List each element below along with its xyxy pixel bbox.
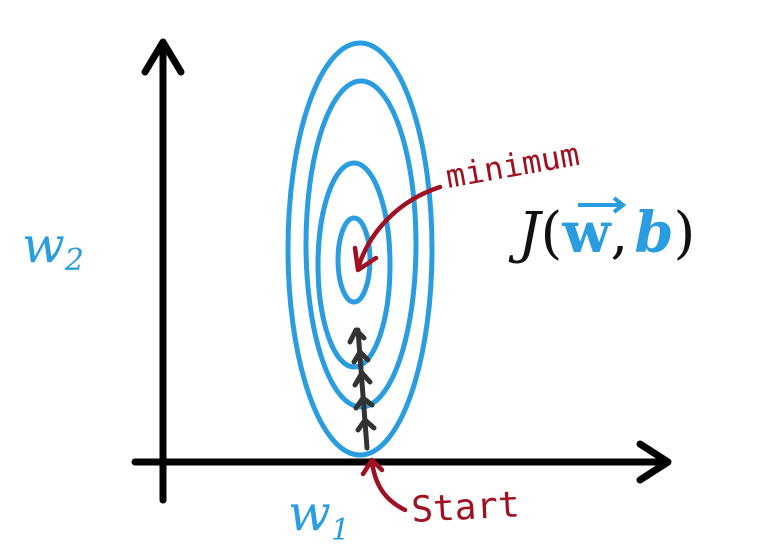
start-arrow [360, 457, 408, 513]
step-arrow-5 [355, 417, 377, 433]
contour-ellipse-2 [303, 78, 419, 410]
x-axis [131, 440, 672, 484]
contour-ellipse-1 [285, 40, 435, 458]
step-arrow-3 [352, 370, 373, 388]
y-axis-label: w2 [22, 216, 84, 278]
contour-ellipse-4 [335, 215, 373, 305]
x-axis-label: w1 [288, 484, 350, 547]
contour-ellipse-3 [315, 160, 393, 370]
step-arrow-2 [351, 349, 371, 365]
y-axis [141, 38, 185, 504]
minimum-arrow [352, 184, 443, 273]
minimum-label: minimum [443, 135, 582, 196]
step-arrow-4 [353, 395, 375, 411]
vector-arrowhead-icon [612, 196, 627, 214]
cost-function-label: J(w, b) [508, 200, 695, 266]
gradient-step-arrows [347, 327, 377, 451]
start-label: Start [410, 484, 520, 531]
step-arrow-1 [347, 327, 367, 345]
